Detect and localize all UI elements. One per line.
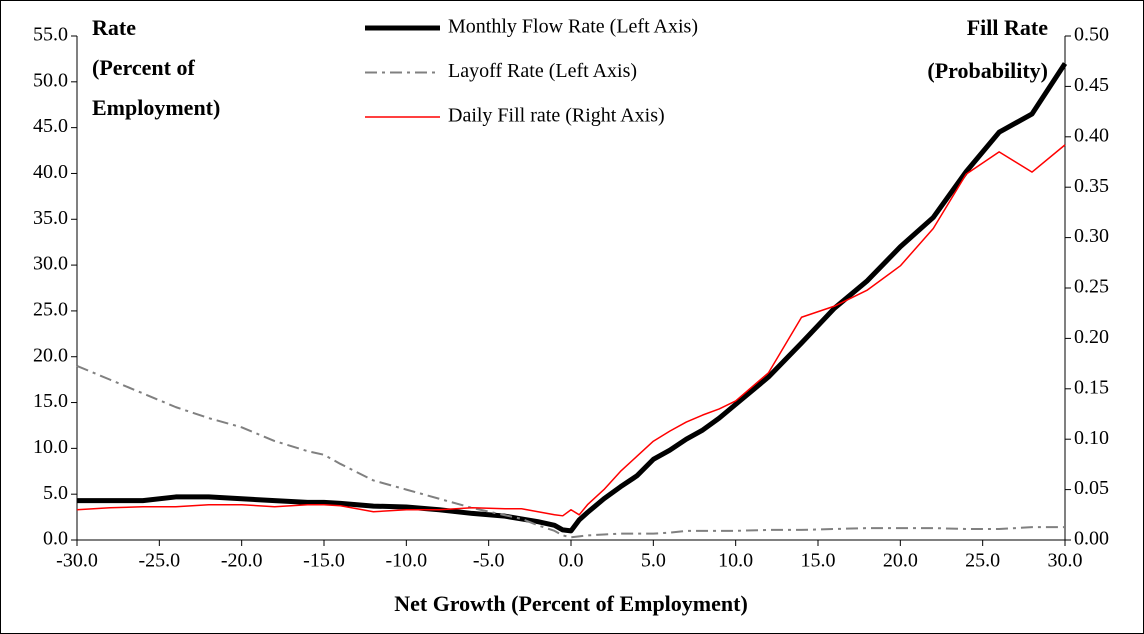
y-tick-label: 50.0 (33, 69, 68, 91)
y-axis-label: Employment) (92, 95, 220, 120)
x-tick-label: 20.0 (883, 550, 918, 572)
x-tick-label: -25.0 (138, 550, 180, 572)
y2-axis-label: (Probability) (927, 58, 1048, 83)
legend-label: Daily Fill rate (Right Axis) (448, 105, 665, 127)
y-axis-label: (Percent of (92, 55, 195, 80)
x-tick-label: 15.0 (801, 550, 836, 572)
y-tick-label: 5.0 (43, 482, 68, 504)
x-tick-label: -20.0 (221, 550, 263, 572)
y-tick-label: 0.0 (43, 528, 68, 550)
y2-tick-label: 0.00 (1074, 528, 1109, 550)
y2-tick-label: 0.10 (1074, 427, 1109, 449)
x-tick-label: -30.0 (56, 550, 98, 572)
x-tick-label: 25.0 (965, 550, 1000, 572)
y-tick-label: 40.0 (33, 161, 68, 183)
series-line (77, 62, 1068, 534)
x-tick-label: -5.0 (473, 550, 505, 572)
y-tick-label: 20.0 (33, 344, 68, 366)
y2-tick-label: 0.45 (1074, 74, 1109, 96)
series-line (76, 364, 1065, 539)
legend-label: Layoff Rate (Left Axis) (448, 60, 637, 82)
y-tick-label: 30.0 (33, 253, 68, 275)
y-tick-label: 55.0 (33, 24, 68, 46)
y2-tick-label: 0.15 (1074, 376, 1109, 398)
y-tick-label: 15.0 (33, 390, 68, 412)
y2-axis-label: Fill Rate (967, 15, 1048, 40)
x-tick-label: -10.0 (385, 550, 427, 572)
x-tick-label: 10.0 (718, 550, 753, 572)
y-axis-label: Rate (92, 15, 136, 40)
y-tick-label: 35.0 (33, 207, 68, 229)
y2-tick-label: 0.20 (1074, 326, 1109, 348)
x-tick-label: 30.0 (1048, 550, 1083, 572)
x-tick-label: 0.0 (559, 550, 584, 572)
x-axis-label: Net Growth (Percent of Employment) (394, 591, 748, 616)
y-tick-label: 25.0 (33, 299, 68, 321)
legend-label: Monthly Flow Rate (Left Axis) (448, 16, 698, 38)
y2-tick-label: 0.25 (1074, 276, 1109, 298)
y2-tick-label: 0.40 (1074, 124, 1109, 146)
y2-tick-label: 0.05 (1074, 477, 1109, 499)
y2-tick-label: 0.35 (1074, 175, 1109, 197)
x-tick-label: 5.0 (641, 550, 666, 572)
series-line (76, 144, 1066, 517)
y-tick-label: 10.0 (33, 436, 68, 458)
y2-tick-label: 0.50 (1074, 24, 1109, 46)
y2-tick-label: 0.30 (1074, 225, 1109, 247)
y-tick-label: 45.0 (33, 115, 68, 137)
x-tick-label: -15.0 (303, 550, 345, 572)
